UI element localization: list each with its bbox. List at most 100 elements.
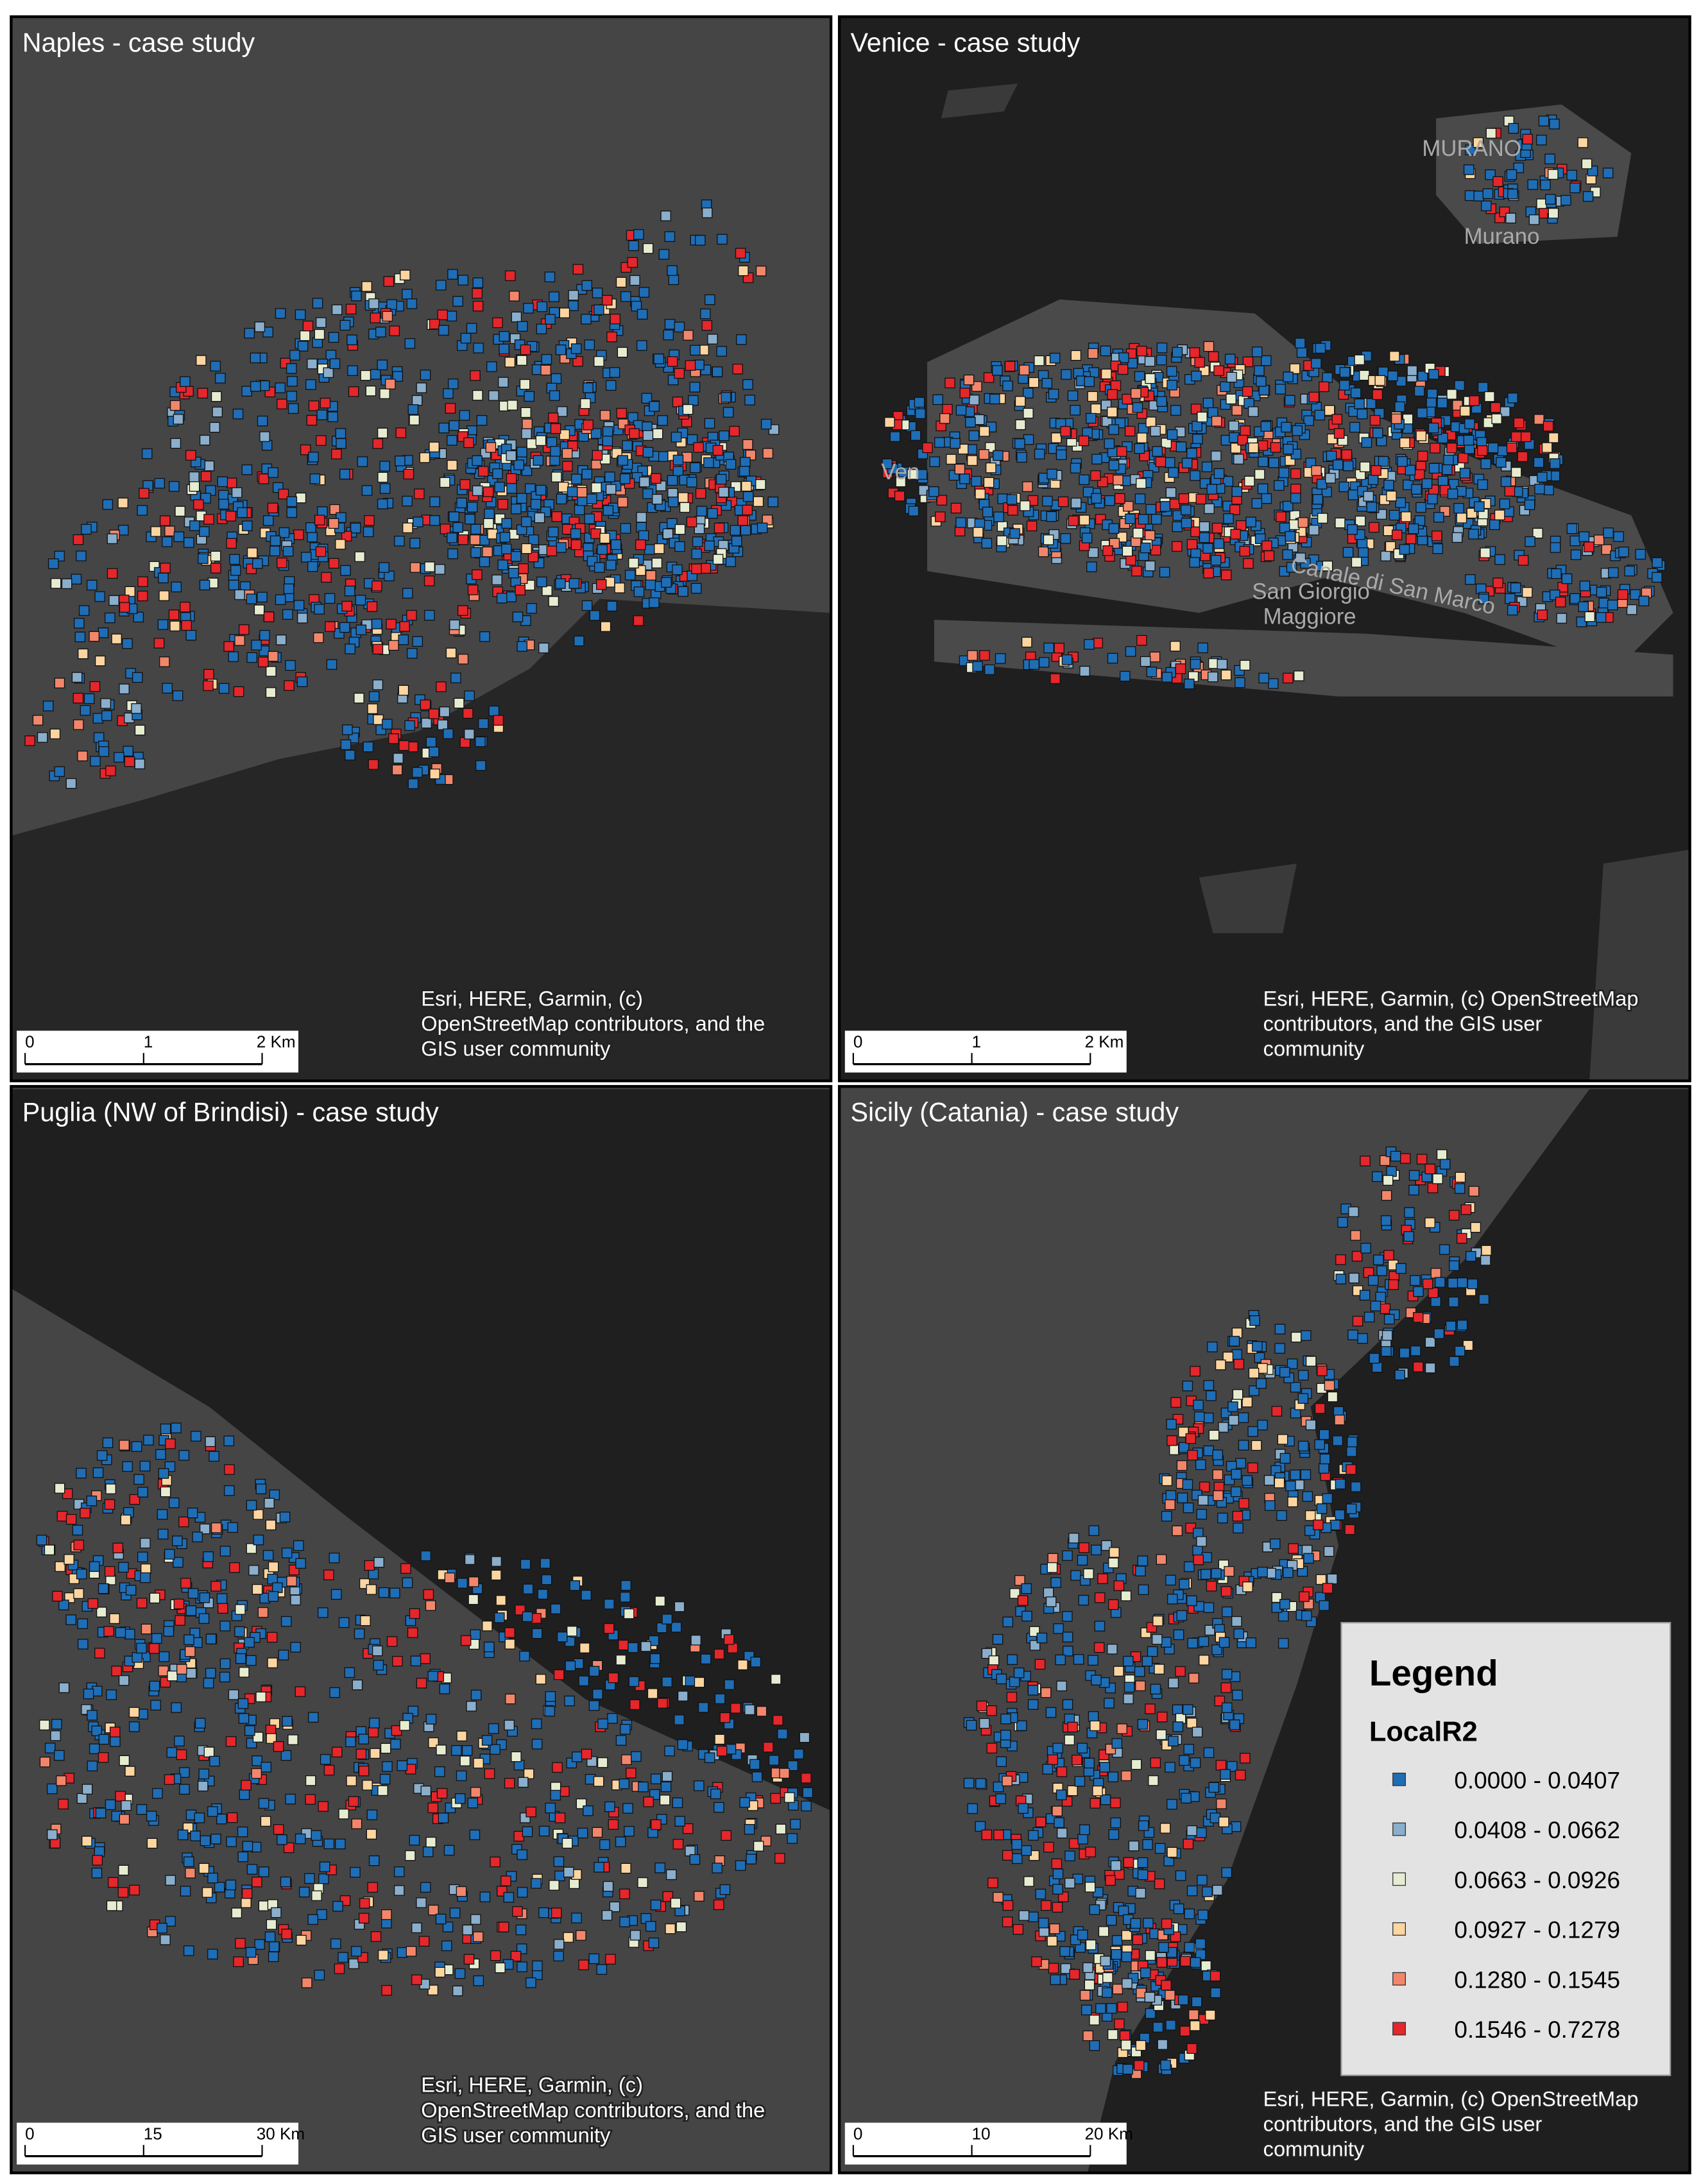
point	[993, 450, 1004, 461]
point	[425, 1600, 436, 1611]
point	[478, 466, 489, 477]
point	[244, 328, 255, 339]
point	[246, 1499, 257, 1511]
point	[1145, 416, 1156, 427]
point	[286, 496, 298, 508]
point	[429, 515, 440, 526]
point	[637, 309, 648, 320]
point	[576, 1930, 586, 1941]
point	[184, 537, 194, 548]
point	[203, 680, 214, 692]
point	[87, 1710, 98, 1721]
point	[420, 699, 431, 710]
point	[638, 530, 649, 542]
point	[1278, 467, 1290, 479]
point	[1231, 405, 1243, 416]
point	[157, 1922, 167, 1934]
point	[690, 345, 701, 356]
point	[509, 291, 520, 302]
point	[615, 277, 627, 288]
point	[473, 343, 484, 354]
point	[504, 357, 516, 368]
point	[1195, 1938, 1206, 1949]
point	[1138, 514, 1149, 525]
point	[1220, 569, 1232, 581]
point	[427, 1984, 439, 1995]
point	[1014, 1575, 1025, 1586]
point	[538, 1907, 549, 1918]
point	[1064, 1877, 1075, 1889]
point	[205, 1668, 216, 1678]
point	[348, 732, 359, 744]
point	[1014, 438, 1025, 449]
point	[1460, 1204, 1472, 1215]
point	[457, 275, 468, 286]
point	[714, 1734, 725, 1745]
basemap-label: Murano	[1464, 225, 1540, 249]
point	[1009, 1676, 1020, 1687]
point	[882, 458, 893, 470]
point	[691, 563, 702, 574]
point	[617, 455, 628, 466]
point	[665, 1869, 677, 1881]
point	[619, 473, 631, 484]
attribution: GIS user community	[421, 1037, 611, 1061]
point	[1161, 1510, 1172, 1522]
point	[688, 395, 699, 406]
point	[252, 1755, 262, 1766]
point	[1167, 1798, 1177, 1810]
point	[635, 539, 646, 550]
point	[1404, 1207, 1415, 1218]
point	[400, 269, 411, 281]
point	[1442, 464, 1453, 475]
point	[381, 1909, 392, 1920]
point	[269, 1941, 280, 1952]
scale-label: 0	[25, 2124, 35, 2144]
point	[801, 1800, 812, 1812]
point	[1045, 1596, 1057, 1607]
legend-label: 0.1280 - 0.1545	[1454, 1966, 1620, 1993]
point	[160, 1934, 171, 1945]
point	[1545, 194, 1556, 205]
point	[287, 376, 298, 387]
point	[1190, 2020, 1201, 2031]
point	[357, 456, 368, 467]
point	[556, 406, 568, 417]
point	[1195, 493, 1207, 505]
point	[1015, 419, 1026, 431]
point	[1339, 380, 1350, 391]
point	[1278, 1638, 1289, 1649]
basemap-label: MURANO	[1422, 137, 1521, 161]
point	[407, 404, 419, 415]
point	[1603, 527, 1614, 538]
point	[194, 1718, 206, 1729]
point	[416, 1897, 427, 1908]
point	[1492, 176, 1503, 187]
point	[450, 672, 461, 683]
point	[1156, 1957, 1167, 1968]
point	[549, 291, 560, 302]
point	[1417, 450, 1428, 462]
point	[1022, 481, 1033, 492]
point	[1473, 191, 1484, 201]
point	[981, 1829, 993, 1841]
point	[399, 621, 410, 632]
point	[1213, 365, 1224, 376]
point	[476, 414, 488, 426]
point	[736, 334, 747, 345]
point	[1494, 509, 1505, 520]
point	[507, 400, 518, 411]
point	[1607, 599, 1618, 611]
point	[268, 1591, 279, 1602]
point	[1275, 384, 1286, 395]
point	[1295, 337, 1306, 348]
point	[405, 1850, 416, 1861]
point	[1421, 478, 1433, 490]
point	[1326, 450, 1337, 461]
point	[459, 1755, 471, 1766]
point	[657, 451, 669, 462]
point	[1582, 191, 1594, 202]
point	[137, 590, 148, 602]
point	[1445, 1320, 1457, 1332]
point	[302, 320, 314, 332]
